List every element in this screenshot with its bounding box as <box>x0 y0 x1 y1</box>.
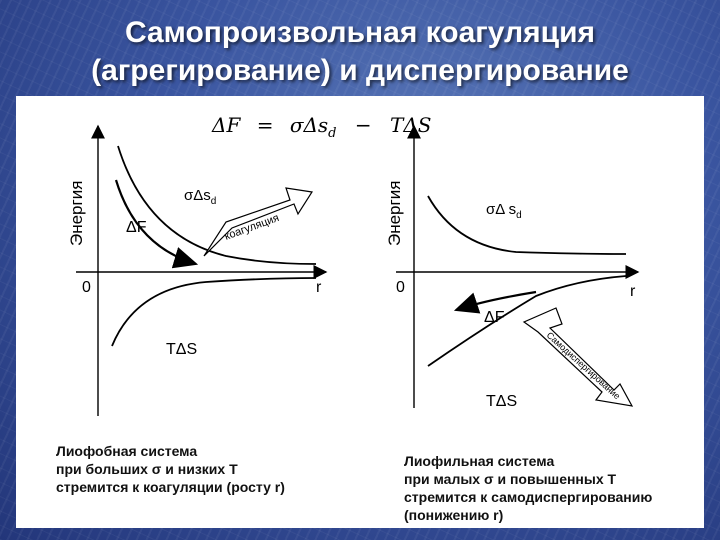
left-delta-f-curve <box>114 179 199 269</box>
right-caption-line-4: (понижению r) <box>404 507 504 523</box>
left-origin-label: 0 <box>82 279 91 296</box>
right-t-delta-s-curve <box>427 275 627 367</box>
content-panel: ΔF = σΔsd − TΔS Энергия 0 r σΔsd ΔF TΔS <box>16 96 704 528</box>
left-energy-label: Энергия <box>67 181 86 246</box>
right-origin-label: 0 <box>396 279 405 296</box>
slide-title: Самопроизвольная коагуляция (агрегирован… <box>0 14 720 90</box>
title-line-1: Самопроизвольная коагуляция <box>124 16 596 49</box>
right-caption-line-1: Лиофильная система <box>404 453 555 469</box>
left-t-delta-s-curve <box>111 277 317 347</box>
left-diagram: Энергия 0 r σΔsd ΔF TΔS коагуляция <box>67 124 328 416</box>
left-caption-line-1: Лиофобная система <box>56 443 198 459</box>
right-sigma-label: σΔ sd <box>486 201 522 221</box>
right-caption: Лиофильная система при малых σ и повышен… <box>404 452 704 524</box>
right-surface-energy-curve <box>427 195 627 255</box>
right-caption-line-2: при малых σ и повышенных T <box>404 471 617 487</box>
title-line-2: (агрегирование) и диспергирование <box>91 54 629 87</box>
left-caption-line-3: стремится к коагуляции (росту r) <box>56 479 285 495</box>
left-delta-f-label: ΔF <box>126 219 147 236</box>
self-dispersion-label: Самодиспергирование <box>545 330 622 401</box>
right-caption-line-3: стремится к самодиспергированию <box>404 489 653 505</box>
right-r-label: r <box>630 283 636 300</box>
right-t-delta-s-label: TΔS <box>486 393 517 410</box>
left-surface-energy-curve <box>117 145 317 265</box>
self-dispersion-arrow <box>522 307 634 407</box>
coagulation-arrow <box>203 187 313 257</box>
right-delta-f-label: ΔF <box>484 309 505 326</box>
left-r-label: r <box>316 279 322 296</box>
formula: ΔF = σΔsd − TΔS <box>211 113 431 142</box>
right-delta-f-curve <box>453 290 537 314</box>
left-caption: Лиофобная система при больших σ и низких… <box>56 442 356 496</box>
right-energy-label: Энергия <box>385 181 404 246</box>
left-t-delta-s-label: TΔS <box>166 341 197 358</box>
right-diagram: Энергия 0 r σΔ sd ΔF TΔS Самодиспергиров… <box>385 124 640 410</box>
left-sigma-label: σΔsd <box>184 187 216 207</box>
left-caption-line-2: при больших σ и низких T <box>56 461 238 477</box>
diagram-svg: ΔF = σΔsd − TΔS Энергия 0 r σΔsd ΔF TΔS <box>67 113 640 416</box>
